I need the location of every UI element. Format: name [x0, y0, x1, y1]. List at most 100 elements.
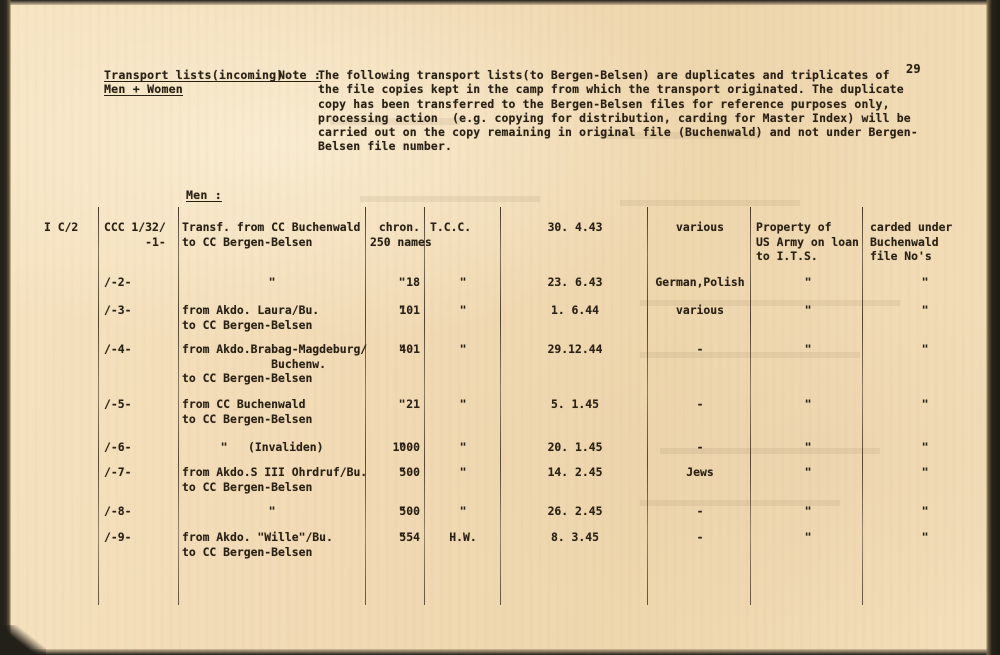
cell-reference: /-2- — [104, 275, 132, 289]
cell-date: 23. 6.43 — [547, 275, 603, 289]
section-heading-men: Men : — [186, 188, 222, 202]
scan-edge-left — [0, 0, 11, 655]
column-rule-6 — [647, 207, 648, 605]
cell-description: " — [268, 275, 276, 289]
cell-description: from Akdo. Laura/Bu. to CC Bergen-Belsen — [182, 303, 320, 332]
cell-description: from Akdo.S III Ohrdruf/Bu. to CC Bergen… — [182, 465, 368, 494]
cell-count-ditto-mark: " — [398, 530, 406, 544]
cell-count: chron. 250 names — [370, 220, 432, 249]
cell-count: 554 — [399, 530, 420, 544]
cell-description: " — [268, 504, 276, 518]
cell-property: " — [804, 397, 812, 411]
column-rule-5 — [500, 207, 501, 605]
cell-index-code: I C/2 — [44, 220, 79, 234]
cell-count: 18 — [406, 275, 420, 289]
cell-date: 29.12.44 — [547, 342, 603, 356]
document-subtitle: Men + Women — [104, 82, 183, 96]
column-rule-4 — [424, 207, 425, 605]
cell-carded-under: " — [921, 342, 929, 356]
cell-count-ditto-mark: " — [398, 397, 406, 411]
column-rule-3 — [365, 207, 366, 605]
cell-tcc: H.W. — [449, 530, 477, 544]
note-body: The following transport lists(to Bergen-… — [318, 68, 918, 154]
cell-carded-under: carded under Buchenwald file No's — [870, 220, 953, 264]
scan-edge-top — [0, 0, 1000, 5]
cell-date: 14. 2.45 — [547, 465, 603, 479]
cell-date: 30. 4.43 — [547, 220, 603, 234]
cell-nationality: various — [675, 303, 724, 317]
cell-date: 1. 6.44 — [550, 303, 599, 317]
cell-tcc: " — [459, 397, 467, 411]
cell-description: from Akdo.Brabag-Magdeburg/ Buchenw. to … — [182, 342, 368, 386]
cell-nationality: Jews — [686, 465, 714, 479]
cell-reference: /-7- — [104, 465, 132, 479]
column-rule-8 — [862, 207, 863, 605]
cell-property: Property of US Army on loan to I.T.S. — [756, 220, 859, 264]
cell-property: " — [804, 303, 812, 317]
cell-reference: /-4- — [104, 342, 132, 356]
cell-reference: /-9- — [104, 530, 132, 544]
cell-reference: /-8- — [104, 504, 132, 518]
cell-carded-under: " — [921, 397, 929, 411]
cell-count: 500 — [399, 465, 420, 479]
cell-count: 500 — [399, 504, 420, 518]
cell-count-ditto-mark: " — [398, 342, 406, 356]
cell-tcc: " — [459, 303, 467, 317]
cell-date: 26. 2.45 — [547, 504, 603, 518]
scan-edge-bottom — [0, 649, 1000, 655]
cell-description: " (Invaliden) — [220, 440, 324, 454]
column-rule-7 — [750, 207, 751, 605]
cell-tcc: T.C.C. — [430, 220, 472, 234]
cell-nationality: - — [696, 397, 704, 411]
cell-count: 21 — [406, 397, 420, 411]
cell-tcc: " — [459, 342, 467, 356]
cell-property: " — [804, 530, 812, 544]
cell-carded-under: " — [921, 440, 929, 454]
cell-count-ditto-mark: " — [398, 303, 406, 317]
page-number: 29 — [906, 62, 921, 76]
cell-reference: /-5- — [104, 397, 132, 411]
cell-description: from CC Buchenwald to CC Bergen-Belsen — [182, 397, 313, 426]
cell-description: Transf. from CC Buchenwald to CC Bergen-… — [182, 220, 361, 249]
cell-tcc: " — [459, 465, 467, 479]
cell-carded-under: " — [921, 504, 929, 518]
document-title: Transport lists(incoming) — [104, 68, 284, 82]
cell-date: 5. 1.45 — [550, 397, 599, 411]
cell-carded-under: " — [921, 530, 929, 544]
scan-corner-bottom-left — [0, 625, 46, 655]
cell-reference: CCC 1/32/ -1- — [104, 220, 166, 249]
cell-count-ditto-mark: " — [398, 440, 406, 454]
column-rule-1 — [98, 207, 99, 605]
scan-edge-right — [986, 0, 1000, 655]
cell-nationality: various — [675, 220, 724, 234]
cell-nationality: - — [696, 440, 704, 454]
cell-count-ditto-mark: " — [398, 465, 406, 479]
cell-count: 401 — [399, 342, 420, 356]
cell-tcc: " — [459, 504, 467, 518]
cell-property: " — [804, 275, 812, 289]
cell-description: from Akdo. "Wille"/Bu. to CC Bergen-Bels… — [182, 530, 333, 559]
cell-count: 1000 — [392, 440, 420, 454]
note-label: Note : — [278, 68, 322, 82]
cell-date: 20. 1.45 — [547, 440, 603, 454]
cell-tcc: " — [459, 440, 467, 454]
cell-nationality: - — [696, 504, 704, 518]
cell-property: " — [804, 342, 812, 356]
cell-property: " — [804, 465, 812, 479]
cell-nationality: - — [696, 530, 704, 544]
cell-carded-under: " — [921, 275, 929, 289]
cell-date: 8. 3.45 — [550, 530, 599, 544]
cell-reference: /-6- — [104, 440, 132, 454]
column-rule-2 — [178, 207, 179, 605]
cell-reference: /-3- — [104, 303, 132, 317]
cell-nationality: German,Polish — [655, 275, 745, 289]
cell-count-ditto-mark: " — [398, 275, 406, 289]
cell-carded-under: " — [921, 303, 929, 317]
cell-count-ditto-mark: " — [398, 504, 406, 518]
cell-tcc: " — [459, 275, 467, 289]
cell-nationality: - — [696, 342, 704, 356]
cell-carded-under: " — [921, 465, 929, 479]
cell-property: " — [804, 504, 812, 518]
cell-property: " — [804, 440, 812, 454]
